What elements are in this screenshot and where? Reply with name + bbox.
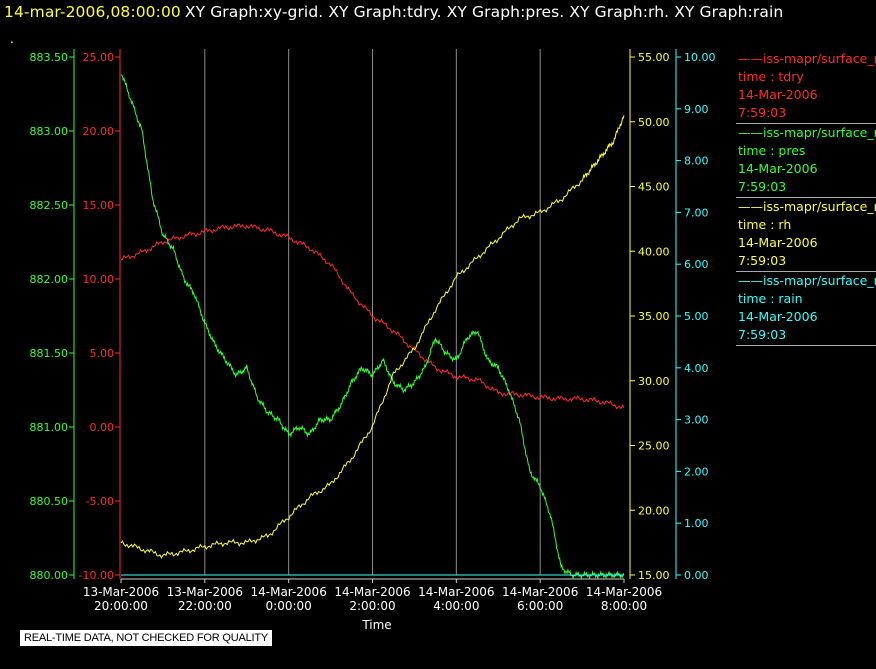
- tdry-tick-label: 15.00: [83, 199, 115, 212]
- pres-tick-label: 880.00: [30, 569, 69, 582]
- series-lines: [120, 74, 625, 581]
- rain-tick-label: 8.00: [684, 155, 709, 168]
- x-tick-label-time: 0:00:00: [266, 599, 312, 613]
- x-tick-label-date: 14-Mar-2006: [418, 585, 494, 599]
- legend-variable: time : pres: [738, 143, 806, 158]
- rain-tick-label: 5.00: [684, 310, 709, 323]
- rh-tick-label: 55.00: [638, 51, 670, 64]
- x-axis-label: Time: [361, 618, 391, 632]
- x-tick-label-date: 14-Mar-2006: [250, 585, 326, 599]
- header-title: XY Graph:xy-grid. XY Graph:tdry. XY Grap…: [184, 3, 784, 21]
- series-line-pres: [120, 74, 625, 581]
- rain-tick-label: 9.00: [684, 103, 709, 116]
- pres-tick-label: 883.50: [30, 51, 69, 64]
- header: 14-mar-2006,08:00:00 XY Graph:xy-grid. XY…: [4, 3, 783, 21]
- rain-tick-label: 2.00: [684, 465, 709, 478]
- rh-tick-label: 20.00: [638, 504, 670, 517]
- rain-tick-label: 1.00: [684, 517, 709, 530]
- legend-variable: time : tdry: [738, 69, 804, 84]
- tdry-tick-label: 0.00: [90, 421, 115, 434]
- legend-time: 7:59:03: [738, 327, 787, 342]
- tdry-tick-label: -10.00: [79, 569, 114, 582]
- rain-tick-label: 0.00: [684, 569, 709, 582]
- legend-date: 14-Mar-2006: [738, 161, 818, 176]
- tdry-tick-label: -5.00: [86, 495, 114, 508]
- x-tick-label-date: 14-Mar-2006: [502, 585, 578, 599]
- legend-date: 14-Mar-2006: [738, 309, 818, 324]
- legend-date: 14-Mar-2006: [738, 87, 818, 102]
- rh-tick-label: 40.00: [638, 245, 670, 258]
- rain-tick-label: 10.00: [684, 51, 716, 64]
- pres-tick-label: 882.50: [30, 199, 69, 212]
- rh-tick-label: 45.00: [638, 181, 670, 194]
- tdry-tick-label: 20.00: [83, 125, 115, 138]
- x-tick-label-time: 4:00:00: [433, 599, 479, 613]
- legend: ——iss-mapr/surface_m time : tdry 14-Mar-20…: [736, 50, 876, 346]
- rain-tick-label: 6.00: [684, 258, 709, 271]
- legend-variable: time : rain: [738, 291, 803, 306]
- pres-tick-label: 881.50: [30, 347, 69, 360]
- legend-time: 7:59:03: [738, 105, 787, 120]
- legend-series-name: ——iss-mapr/surface_m: [738, 125, 876, 140]
- x-tick-label-date: 13-Mar-2006: [167, 585, 243, 599]
- rh-tick-label: 30.00: [638, 375, 670, 388]
- series-line-tdry: [120, 223, 625, 410]
- rh-tick-label: 15.00: [638, 569, 670, 582]
- chart-axes: 13-Mar-200620:00:0013-Mar-200622:00:0014…: [30, 49, 716, 613]
- rain-tick-label: 7.00: [684, 206, 709, 219]
- x-tick-label-time: 6:00:00: [517, 599, 563, 613]
- tdry-tick-label: 10.00: [83, 273, 115, 286]
- x-tick-label-time: 20:00:00: [94, 599, 148, 613]
- legend-time: 7:59:03: [738, 253, 787, 268]
- x-tick-label-date: 14-Mar-2006: [586, 585, 662, 599]
- header-dot: .: [10, 32, 14, 46]
- pres-tick-label: 880.50: [30, 495, 69, 508]
- legend-series-name: ——iss-mapr/surface_m: [738, 51, 876, 66]
- x-tick-label-time: 2:00:00: [349, 599, 395, 613]
- rh-tick-label: 25.00: [638, 440, 670, 453]
- x-tick-label-time: 22:00:00: [178, 599, 232, 613]
- header-timestamp: 14-mar-2006,08:00:00: [4, 3, 181, 21]
- rain-tick-label: 4.00: [684, 362, 709, 375]
- grid-lines: [204, 49, 541, 575]
- pres-tick-label: 881.00: [30, 421, 69, 434]
- pres-tick-label: 883.00: [30, 125, 69, 138]
- tdry-tick-label: 25.00: [83, 51, 115, 64]
- series-line-rh: [120, 115, 625, 559]
- rain-tick-label: 3.00: [684, 414, 709, 427]
- rh-tick-label: 50.00: [638, 116, 670, 129]
- legend-time: 7:59:03: [738, 179, 787, 194]
- x-tick-label-date: 14-Mar-2006: [334, 585, 410, 599]
- rh-tick-label: 35.00: [638, 310, 670, 323]
- pres-tick-label: 882.00: [30, 273, 69, 286]
- tdry-tick-label: 5.00: [90, 347, 115, 360]
- x-tick-label-date: 13-Mar-2006: [83, 585, 159, 599]
- quality-disclaimer: REAL-TIME DATA, NOT CHECKED FOR QUALITY: [20, 630, 273, 646]
- x-tick-label-time: 8:00:00: [601, 599, 647, 613]
- legend-series-name: ——iss-mapr/surface_m: [738, 199, 876, 214]
- legend-variable: time : rh: [738, 217, 792, 232]
- legend-date: 14-Mar-2006: [738, 235, 818, 250]
- legend-series-name: ——iss-mapr/surface_m: [738, 273, 876, 288]
